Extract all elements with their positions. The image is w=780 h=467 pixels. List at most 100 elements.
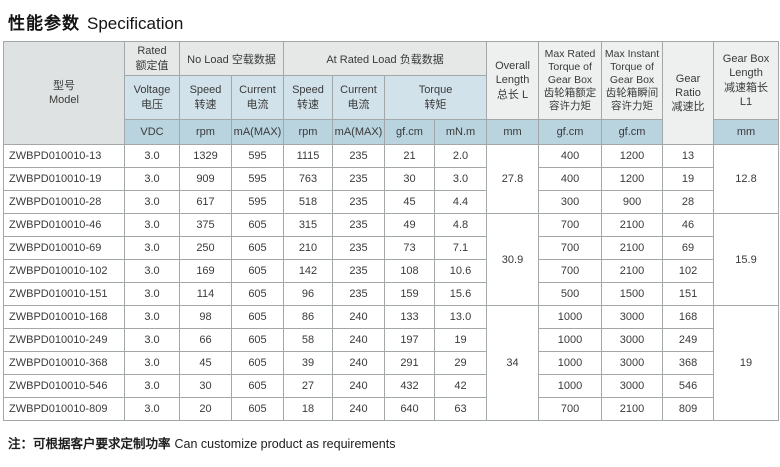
cell-rl-current: 240 [332,397,385,421]
unit-overall-length-mm: mm [486,119,540,145]
header-max-rated-torque: Max Rated Torque of Gear Box 齿轮箱额定 容许力矩 [538,41,603,120]
cell-max-instant-torque: 2100 [601,259,664,283]
cell-voltage: 3.0 [124,236,180,260]
cell-torque-gfcm: 45 [384,190,435,214]
table-row: ZWBPD010010-69 3.0 250 605 210 235 73 7.… [3,236,779,260]
cell-model: ZWBPD010010-151 [3,282,125,306]
cell-gear-ratio: 28 [662,190,715,214]
cell-max-rated-torque: 500 [538,282,603,306]
cell-gear-ratio: 151 [662,282,715,306]
cell-max-rated-torque: 1000 [538,305,603,329]
table-row: ZWBPD010010-19 3.0 909 595 763 235 30 3.… [3,167,779,191]
cell-torque-gfcm: 197 [384,328,435,352]
cell-voltage: 3.0 [124,282,180,306]
cell-voltage: 3.0 [124,144,180,168]
table-row: ZWBPD010010-151 3.0 114 605 96 235 159 1… [3,282,779,306]
cell-nl-current: 605 [231,374,284,398]
cell-max-rated-torque: 1000 [538,328,603,352]
cell-max-rated-torque: 700 [538,236,603,260]
cell-voltage: 3.0 [124,213,180,237]
cell-voltage: 3.0 [124,305,180,329]
cell-rl-speed: 86 [283,305,333,329]
cell-voltage: 3.0 [124,397,180,421]
cell-max-rated-torque: 700 [538,213,603,237]
cell-nl-current: 605 [231,305,284,329]
cell-voltage: 3.0 [124,328,180,352]
cell-rl-speed: 210 [283,236,333,260]
cell-torque-mnm: 15.6 [433,282,488,306]
table-row: ZWBPD010010-368 3.0 45 605 39 240 291 29… [3,351,779,375]
cell-model: ZWBPD010010-368 [3,351,125,375]
cell-nl-speed: 66 [179,328,232,352]
cell-voltage: 3.0 [124,259,180,283]
cell-gear-box-length: 19 [713,305,780,421]
cell-rl-speed: 39 [283,351,333,375]
cell-torque-mnm: 29 [433,351,488,375]
cell-nl-speed: 20 [179,397,232,421]
cell-rl-current: 235 [332,259,385,283]
cell-rl-speed: 18 [283,397,333,421]
header-no-load-speed: Speed 转速 [179,75,232,120]
cell-torque-gfcm: 73 [384,236,435,260]
cell-max-instant-torque: 3000 [601,305,664,329]
cell-gear-ratio: 19 [662,167,715,191]
cell-max-rated-torque: 300 [538,190,603,214]
unit-rated-rpm: rpm [283,119,333,145]
cell-model: ZWBPD010010-46 [3,213,125,237]
cell-nl-speed: 250 [179,236,232,260]
cell-nl-speed: 30 [179,374,232,398]
cell-max-rated-torque: 400 [538,144,603,168]
table-row: ZWBPD010010-102 3.0 169 605 142 235 108 … [3,259,779,283]
cell-rl-speed: 763 [283,167,333,191]
footnote-zh: 注：可根据客户要求定制功率 [8,437,171,451]
cell-rl-current: 240 [332,305,385,329]
cell-torque-mnm: 10.6 [433,259,488,283]
cell-torque-gfcm: 49 [384,213,435,237]
cell-torque-mnm: 63 [433,397,488,421]
cell-nl-current: 605 [231,236,284,260]
cell-nl-current: 595 [231,144,284,168]
page-title: 性能参数 Specification [8,9,780,34]
table-row: ZWBPD010010-28 3.0 617 595 518 235 45 4.… [3,190,779,214]
header-row-units: VDC rpm mA(MAX) rpm mA(MAX) gf.cm mN.m m… [4,119,780,145]
cell-torque-mnm: 4.4 [433,190,488,214]
cell-gear-ratio: 546 [662,374,715,398]
cell-nl-current: 605 [231,213,284,237]
cell-model: ZWBPD010010-546 [3,374,125,398]
cell-gear-ratio: 168 [662,305,715,329]
cell-rl-speed: 518 [283,190,333,214]
unit-no-load-ma: mA(MAX) [231,119,284,145]
header-max-instant-torque: Max Instant Torque of Gear Box 齿轮箱瞬间 容许力… [601,41,664,120]
cell-torque-gfcm: 640 [384,397,435,421]
cell-rl-current: 235 [332,236,385,260]
header-row-1: 型号 Model Rated 额定值 No Load 空载数据 At Rated… [3,41,780,145]
table-row: ZWBPD010010-249 3.0 66 605 58 240 197 19… [3,328,779,352]
header-overall-length: Overall Length 总长 L [486,41,540,120]
table-row: ZWBPD010010-546 3.0 30 605 27 240 432 42… [3,374,779,398]
cell-torque-mnm: 4.8 [433,213,488,237]
cell-torque-gfcm: 159 [384,282,435,306]
unit-max-instant-gfcm: gf.cm [601,119,664,145]
cell-max-instant-torque: 1500 [601,282,664,306]
spec-table: 型号 Model Rated 额定值 No Load 空载数据 At Rated… [3,41,780,421]
header-row-2: Voltage 电压 Speed 转速 Current 电流 Speed 转速 … [4,75,779,120]
cell-torque-gfcm: 108 [384,259,435,283]
cell-max-instant-torque: 2100 [601,397,664,421]
cell-nl-speed: 98 [179,305,232,329]
cell-voltage: 3.0 [124,351,180,375]
cell-model: ZWBPD010010-809 [3,397,125,421]
cell-torque-mnm: 2.0 [433,144,488,168]
cell-rl-speed: 315 [283,213,333,237]
cell-torque-mnm: 3.0 [433,167,488,191]
cell-rl-speed: 1115 [283,144,333,168]
cell-nl-current: 595 [231,167,284,191]
cell-gear-ratio: 368 [662,351,715,375]
cell-torque-mnm: 13.0 [433,305,488,329]
cell-rl-current: 235 [332,167,385,191]
unit-vdc: VDC [124,119,180,145]
cell-overall-length: 34 [486,305,540,421]
cell-rl-current: 235 [332,213,385,237]
cell-torque-gfcm: 432 [384,374,435,398]
cell-voltage: 3.0 [124,374,180,398]
footnote-en: Can customize product as requirements [174,437,396,451]
